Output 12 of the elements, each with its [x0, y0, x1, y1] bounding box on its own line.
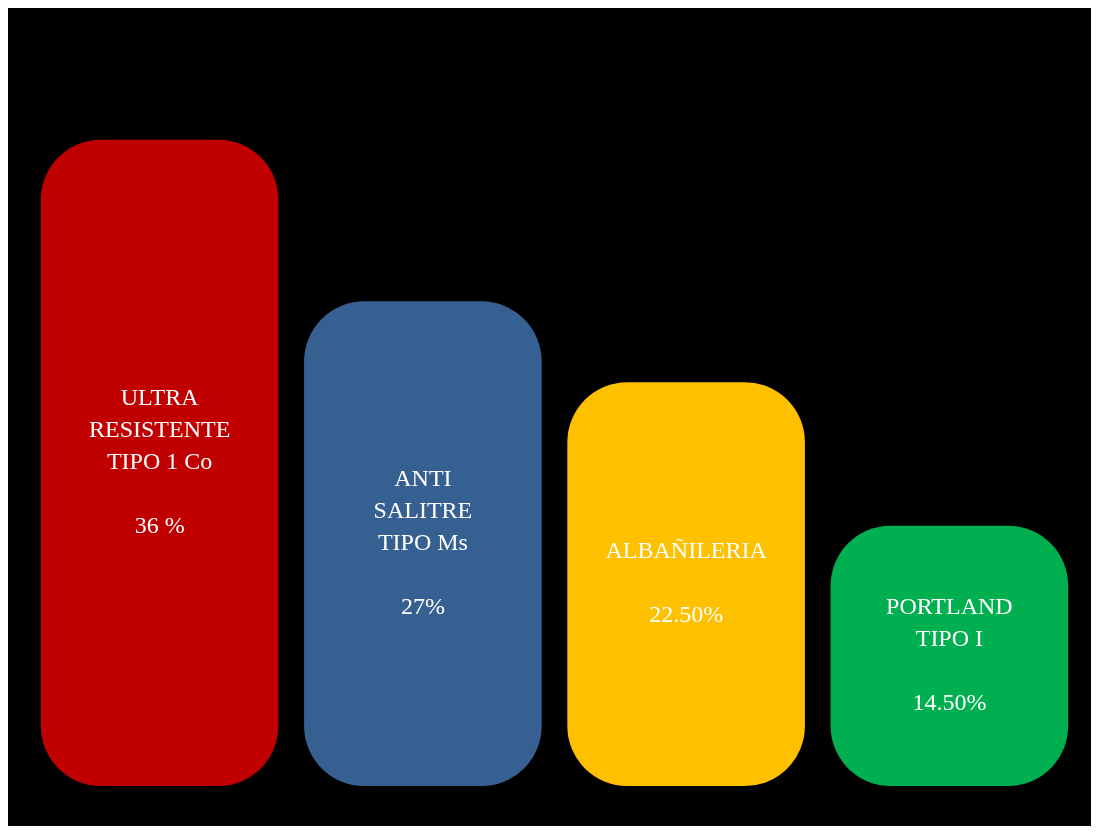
x-tick-label: ULTRA RESISTENTE TIPO 1 Co: [88, 384, 231, 475]
x-tick-label: ALBAÑILERIA: [605, 537, 768, 564]
data-label: 22.50%: [649, 601, 724, 628]
x-tick-label: PORTLAND TIPO I: [886, 593, 1013, 652]
bar: [567, 382, 805, 786]
bar: [304, 301, 542, 786]
bar: [40, 139, 279, 786]
x-tick-label: ANTI SALITRE TIPO Ms: [373, 464, 473, 555]
bar: [830, 525, 1069, 786]
data-label: 14.50%: [912, 689, 987, 716]
data-label: 36 %: [134, 512, 185, 539]
data-label: 27%: [400, 592, 445, 619]
